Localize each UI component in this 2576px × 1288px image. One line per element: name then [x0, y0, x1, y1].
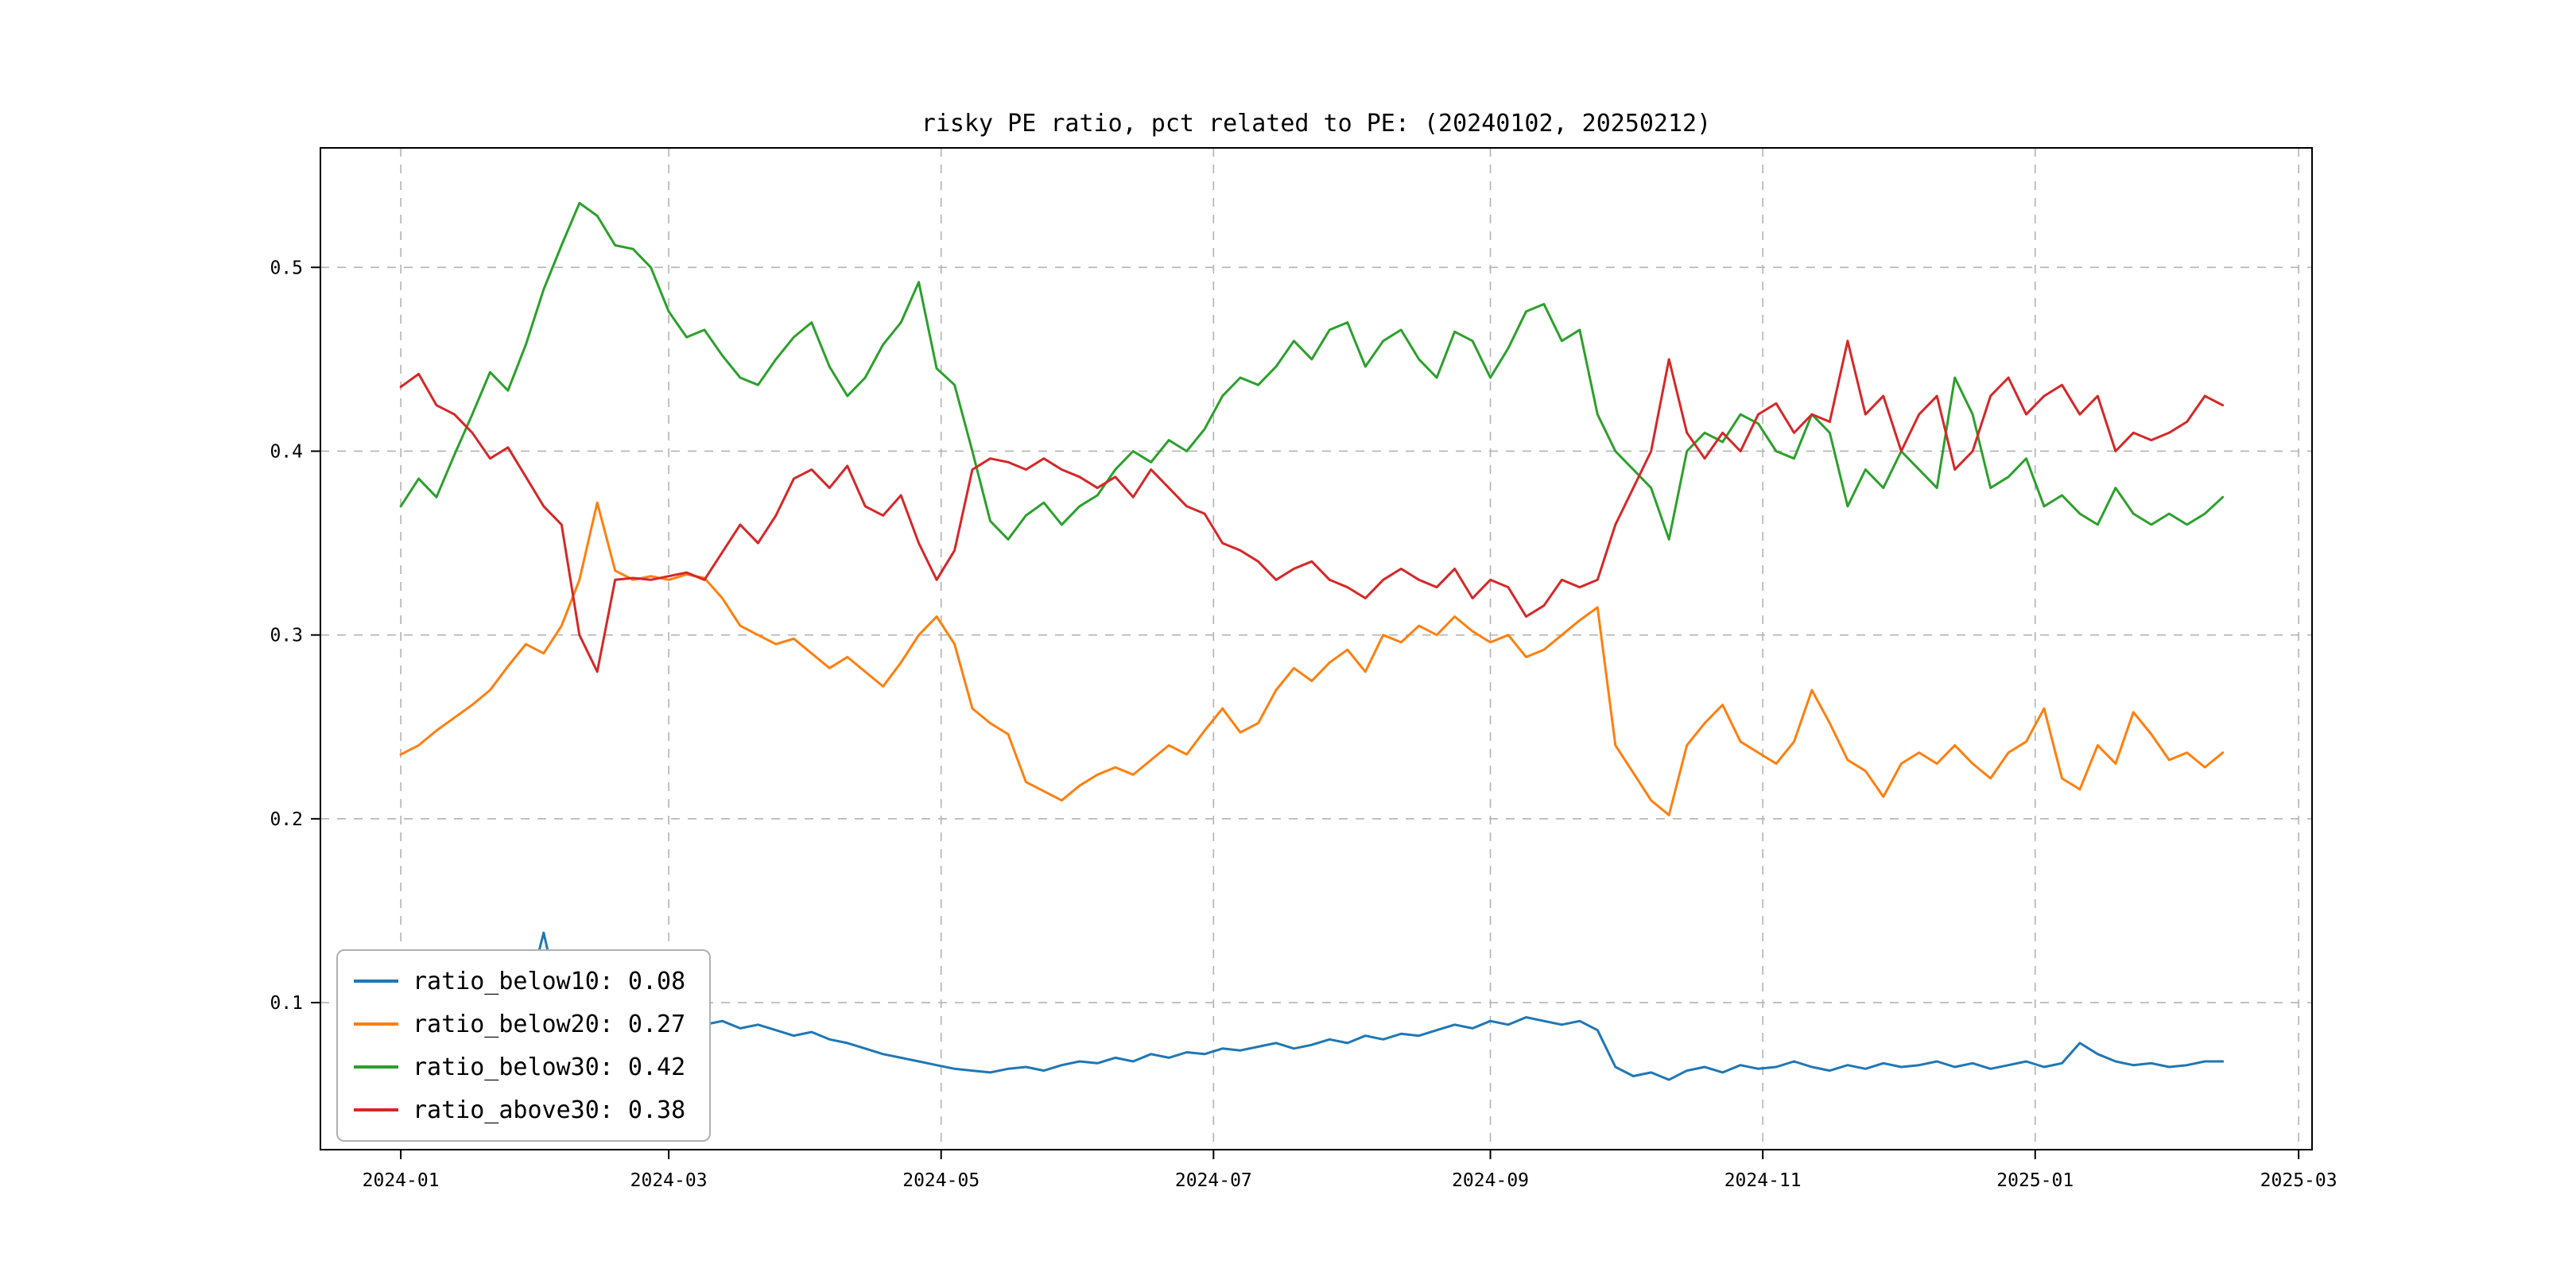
- y-tick-label: 0.1: [270, 993, 303, 1014]
- x-tick-label: 2024-09: [1452, 1170, 1529, 1191]
- series-line-ratio_below30: [399, 201, 2225, 541]
- legend-item-ratio_below10: ratio_below10: 0.08: [354, 964, 685, 999]
- x-tick-label: 2024-05: [902, 1170, 980, 1191]
- x-tick-label: 2024-07: [1175, 1170, 1252, 1191]
- x-tick-label: 2024-11: [1724, 1170, 1802, 1191]
- y-tick-label: 0.3: [270, 626, 303, 646]
- y-tick-label: 0.4: [270, 441, 303, 462]
- x-tick-label: 2024-03: [630, 1170, 708, 1191]
- legend-line-sample-ratio_below20: [354, 1022, 398, 1026]
- legend-item-ratio_below30: ratio_below30: 0.42: [354, 1049, 685, 1084]
- y-tick-label: 0.5: [270, 258, 303, 278]
- legend: ratio_below10: 0.08 ratio_below20: 0.27 ra…: [336, 949, 712, 1142]
- legend-label-ratio_above30: ratio_above30: 0.38: [413, 1096, 686, 1124]
- legend-label-ratio_below20: ratio_below20: 0.27: [413, 1010, 686, 1038]
- legend-label-ratio_below30: ratio_below30: 0.42: [413, 1053, 686, 1081]
- chart-title: risky PE ratio, pct related to PE: (2024…: [921, 110, 1712, 138]
- x-tick-label: 2025-01: [1996, 1170, 2074, 1191]
- plot-frame: [320, 147, 2313, 1150]
- legend-item-ratio_above30: ratio_above30: 0.38: [354, 1092, 685, 1127]
- legend-line-sample-ratio_below10: [354, 980, 398, 983]
- y-tick-label: 0.2: [270, 809, 303, 830]
- x-tick-label: 2025-03: [2260, 1170, 2337, 1191]
- series-line-ratio_below20: [399, 501, 2225, 817]
- legend-line-sample-ratio_below30: [354, 1065, 398, 1069]
- legend-item-ratio_below20: ratio_below20: 0.27: [354, 1007, 685, 1042]
- legend-line-sample-ratio_above30: [354, 1108, 398, 1111]
- legend-label-ratio_below10: ratio_below10: 0.08: [413, 967, 686, 995]
- series-line-ratio_above30: [399, 339, 2225, 673]
- x-tick-label: 2024-01: [363, 1170, 440, 1191]
